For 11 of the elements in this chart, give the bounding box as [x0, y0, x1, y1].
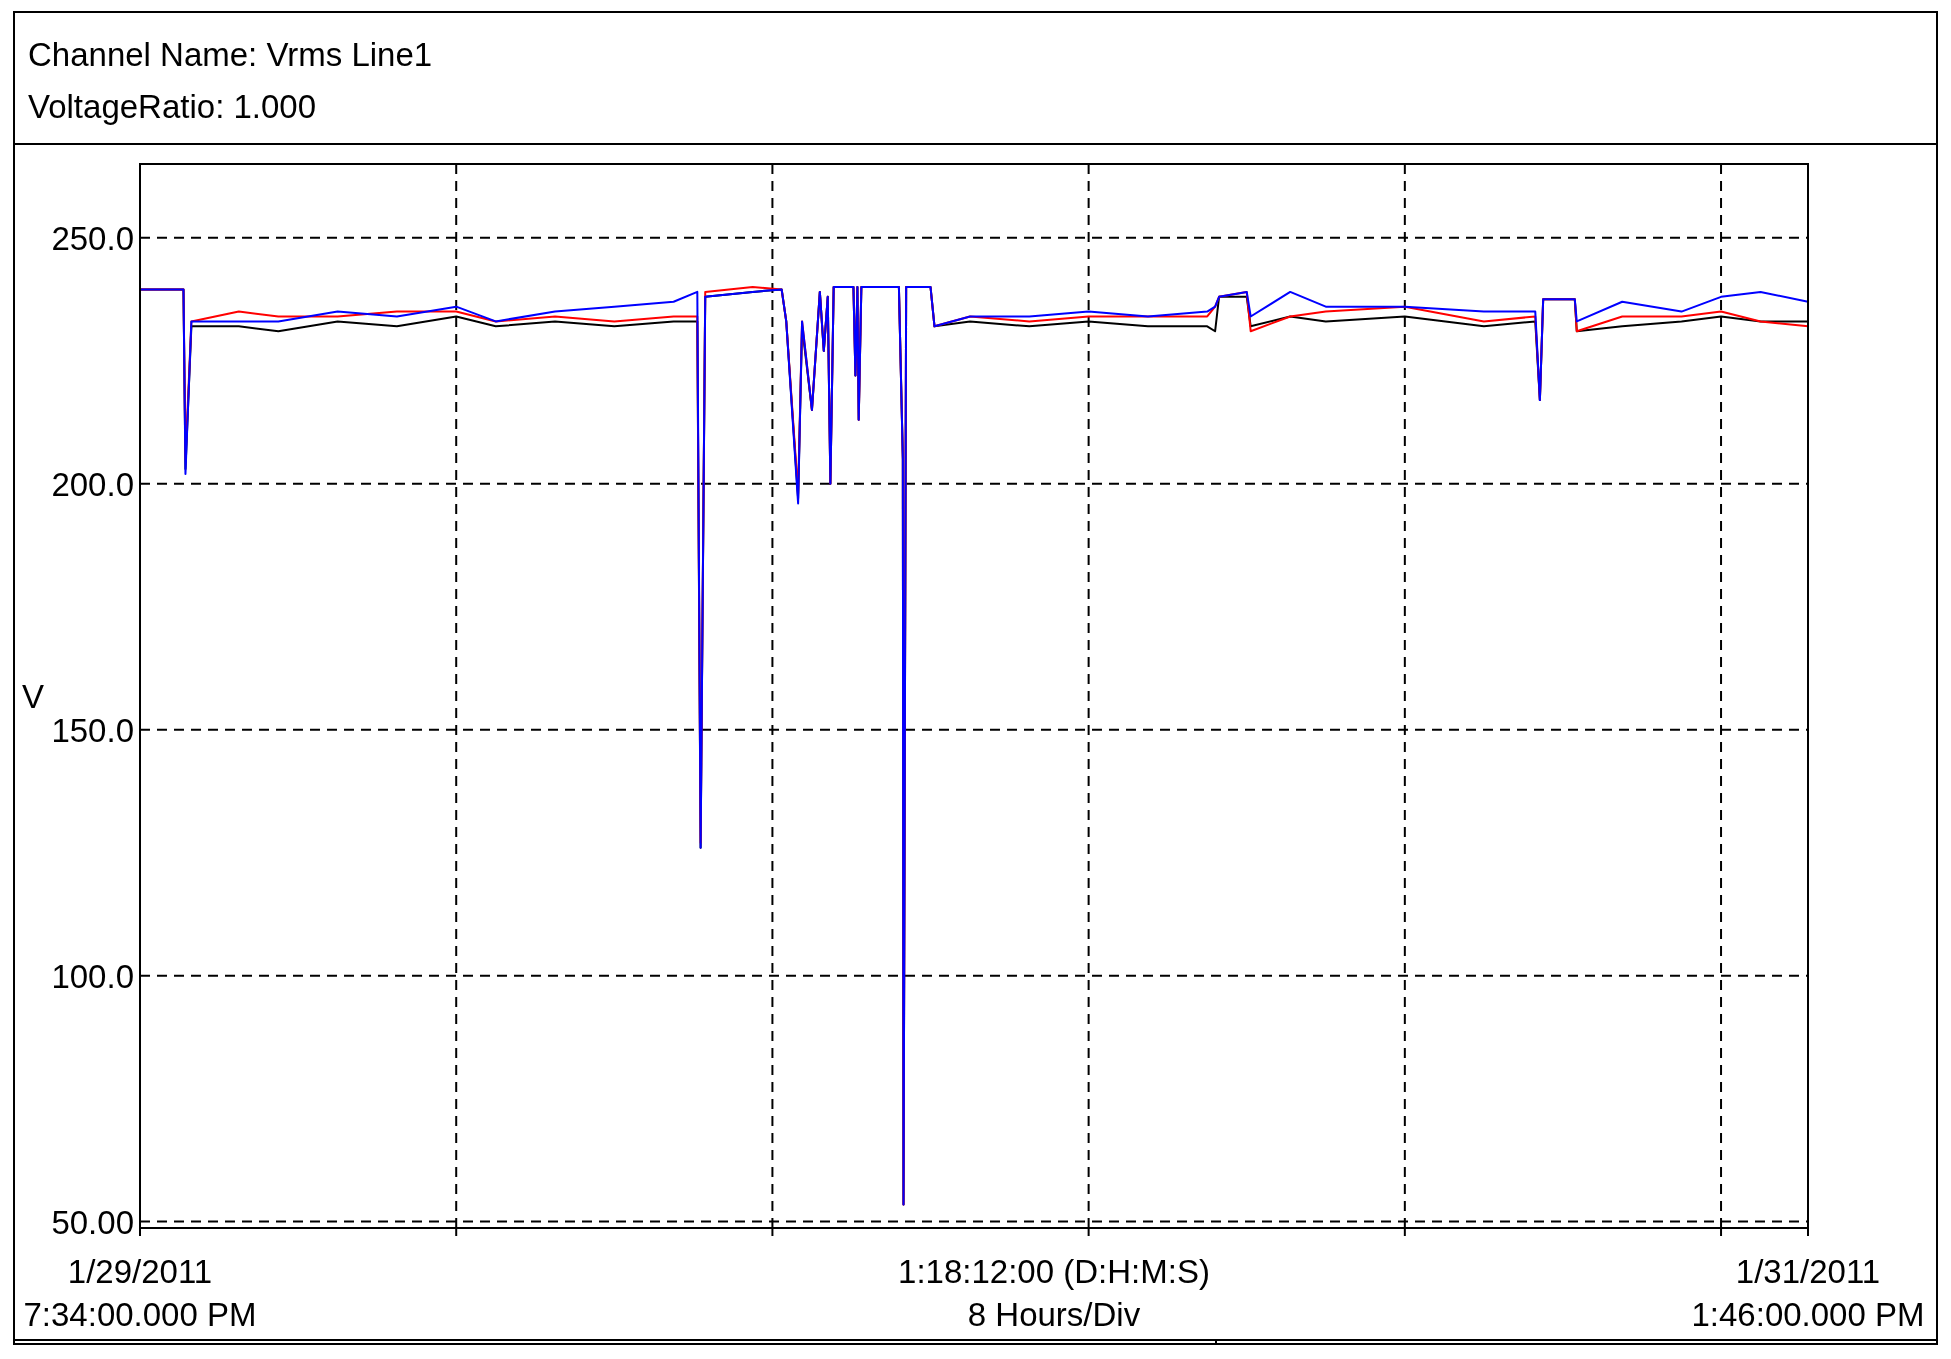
- x-tick-label: 1/31/2011 1:46:00.000 PM: [1691, 1253, 1925, 1333]
- y-axis-title: V: [22, 678, 45, 715]
- y-tick-label: 200.0: [51, 465, 134, 503]
- x-axis-title: 1:18:12:00 (D:H:M:S) 8 Hours/Div: [898, 1253, 1210, 1333]
- y-tick-label: 250.0: [51, 219, 134, 257]
- chart-subtitle: VoltageRatio: 1.000: [28, 88, 317, 125]
- y-tick-label: 150.0: [51, 711, 134, 749]
- x-tick-label: 1/29/2011 7:34:00.000 PM: [23, 1253, 257, 1333]
- chart-title: Channel Name: Vrms Line1: [28, 36, 433, 73]
- y-tick-label: 100.0: [51, 957, 134, 995]
- y-tick-label: 50.00: [51, 1203, 134, 1241]
